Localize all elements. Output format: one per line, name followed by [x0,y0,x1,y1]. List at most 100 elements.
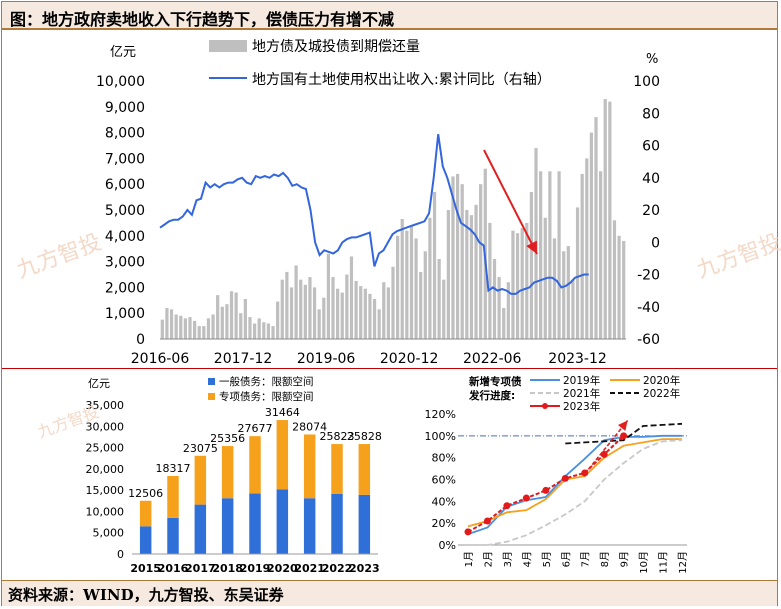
debt-maturity-bar [405,230,409,339]
debt-maturity-bar [239,313,243,339]
debt-maturity-bar [234,292,238,339]
special-debt-bar [194,455,207,505]
x-tick-label: 1月 [463,551,475,567]
series-marker [503,502,511,510]
debt-maturity-bar [202,326,206,339]
special-debt-bar [221,446,234,499]
series-marker [483,517,491,525]
series-line [468,439,683,546]
y-left-tick-label: 1,000 [105,306,145,322]
special-debt-bar [331,444,343,494]
x-tick-label: 12月 [677,551,689,574]
x-tick-label: 3月 [502,551,514,567]
debt-maturity-bar [585,158,589,339]
y-tick-label: 0% [439,539,456,552]
x-tick-label: 7月 [580,551,592,567]
legend-label: 2021年 [563,387,600,400]
y-right-tick-label: 60 [642,139,660,155]
debt-maturity-bar [165,308,169,339]
general-debt-bar [358,494,371,554]
debt-maturity-bar [331,277,335,339]
y-tick-label: 20,000 [86,463,125,476]
total-label: 25356 [210,432,245,445]
series-line [467,435,625,533]
debt-maturity-bar [340,292,344,339]
debt-maturity-bar [460,184,464,339]
y-right-tick-label: 100 [633,74,660,90]
legend-label: 2020年 [643,374,680,387]
total-label: 28074 [292,420,327,433]
series-line [565,422,683,445]
total-label: 23075 [183,442,218,455]
debt-maturity-bar [455,173,460,339]
x-tick-label: 8月 [599,551,611,567]
debt-maturity-bar [248,317,252,339]
legend-label-line: 地方国有土地使用权出让收入:累计同比（右轴） [252,71,551,88]
debt-maturity-bar [216,295,220,339]
y-tick-label: 120% [425,408,456,421]
debt-maturity-bar [299,279,303,339]
debt-maturity-bar [575,207,580,339]
x-tick-label: 2022-06 [463,351,522,367]
legend-label: 2023年 [563,400,600,413]
x-tick-label: 2016 [158,562,189,575]
debt-maturity-bar [395,235,400,339]
debt-maturity-bar [534,148,538,339]
debt-maturity-bar [469,215,474,339]
x-tick-label: 2017 [185,562,216,575]
x-tick-label: 10月 [638,551,650,574]
x-tick-label: 4月 [521,551,533,567]
y-tick-label: 30,000 [86,420,125,433]
legend-title: 新增专项债 [469,375,522,388]
debt-maturity-bar [557,171,561,339]
x-tick-label: 11月 [658,551,670,574]
general-debt-bar [303,498,316,554]
watermark: 九方智投 [14,230,105,284]
debt-maturity-bar [229,291,234,339]
y-tick-label: 60% [432,474,456,487]
debt-maturity-bar [289,287,294,339]
y-right-tick-label: -60 [637,332,660,348]
x-tick-label: 2023 [349,562,380,575]
x-tick-label: 5月 [541,551,553,567]
debt-maturity-bar [243,299,247,339]
debt-maturity-bar [179,315,183,339]
debt-maturity-bar [326,253,331,339]
x-tick-label: 2020 [267,562,298,575]
y-left-tick-label: 0 [136,332,145,348]
source-note: 资料来源：WIND，九方智投、东吴证券 [8,586,284,604]
land-revenue-yoy-line [159,134,589,295]
debt-maturity-bar [548,171,552,339]
debt-maturity-bar [322,297,326,339]
debt-maturity-bar [386,287,391,339]
debt-maturity-bar [612,220,617,339]
y-tick-label: 0 [117,548,124,561]
debt-maturity-bar [160,319,164,339]
series-marker [522,494,530,502]
figure-title-bar: 图：地方政府卖地收入下行趋势下，偿债压力有增不减 [2,2,777,30]
x-tick-label: 2022 [322,562,353,575]
total-label: 27677 [238,422,273,435]
general-debt-bar [276,489,289,554]
debt-maturity-bar [409,225,414,339]
y-tick-label: 5,000 [93,527,125,540]
total-label: 31464 [265,406,300,419]
legend-swatch-bar [209,40,247,52]
debt-maturity-bar [225,304,229,339]
y-left-tick-label: 6,000 [105,177,145,193]
debt-maturity-bar [280,279,284,339]
debt-maturity-bar [271,326,275,339]
debt-maturity-bar [220,306,224,339]
debt-maturity-bar [276,301,280,339]
y-right-tick-label: -40 [637,300,660,316]
debt-maturity-bar [262,322,266,339]
total-label: 25828 [347,430,382,443]
debt-maturity-bar [336,288,340,339]
y-tick-label: 100% [425,430,456,443]
watermark: 九方智投 [694,230,781,284]
y-left-tick-label: 4,000 [105,229,145,245]
debt-maturity-bar [488,222,492,339]
y-tick-label: 15,000 [86,484,125,497]
y-tick-label: 25,000 [86,442,125,455]
special-debt-bar [167,476,179,518]
